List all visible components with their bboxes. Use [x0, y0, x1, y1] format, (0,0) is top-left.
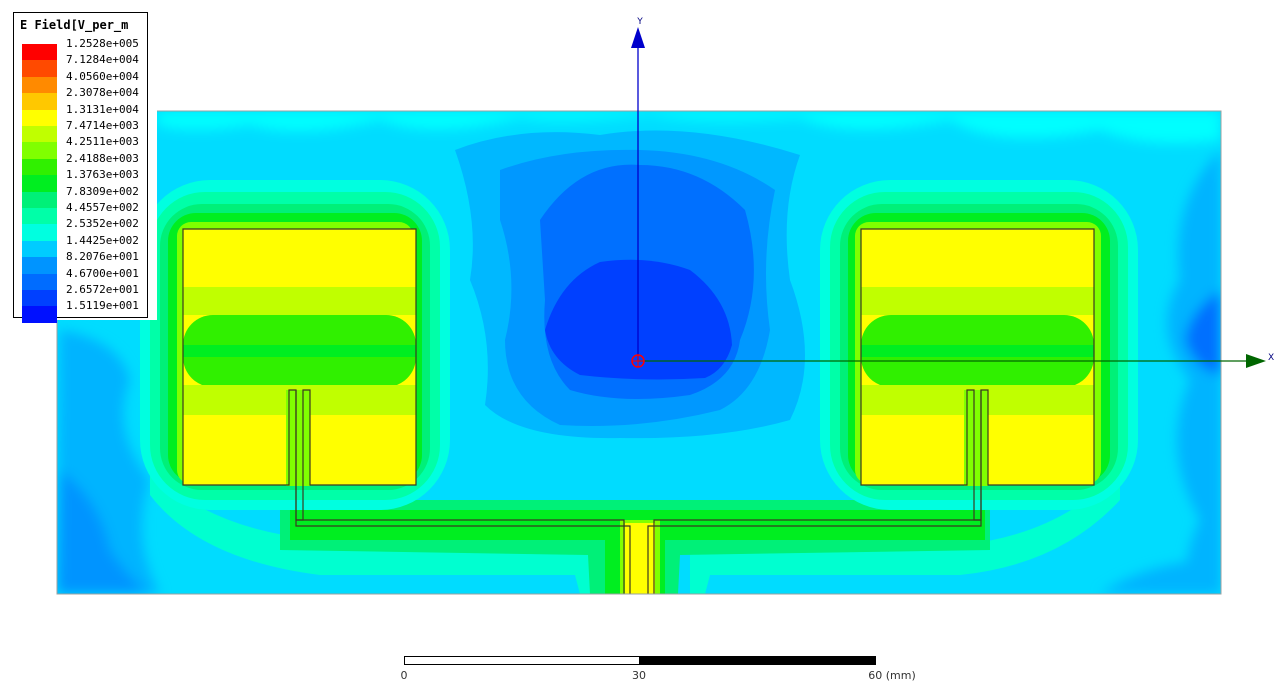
- legend-swatch: [22, 224, 57, 241]
- legend-value: 2.3078e+004: [66, 86, 139, 100]
- legend-value: 4.4557e+002: [66, 201, 139, 214]
- legend-swatch: [22, 273, 57, 290]
- legend-title: E Field[V_per_m: [20, 18, 129, 32]
- legend-swatch: [22, 208, 57, 225]
- antenna-outline: [182, 228, 1095, 594]
- legend-value: 1.2528e+005: [66, 37, 139, 50]
- color-legend: E Field[V_per_m 1.2528e+005 7.1284e+004 4.…: [13, 12, 148, 323]
- scale-segment-black: [640, 656, 876, 665]
- legend-value: 7.4714e+003: [66, 119, 139, 132]
- scale-bar: [404, 656, 876, 665]
- legend-swatch: [22, 191, 57, 208]
- x-axis-arrow-icon: [1246, 354, 1266, 368]
- legend-value: 2.5352e+002: [66, 217, 139, 231]
- legend-swatch: [22, 44, 57, 61]
- legend-value: 1.4425e+002: [66, 233, 139, 247]
- legend-value: 4.6700e+001: [66, 266, 139, 280]
- y-axis-label: Y: [636, 17, 643, 27]
- field-contour-map: [57, 111, 1221, 594]
- legend-swatch: [22, 290, 57, 307]
- legend-value: 4.2511e+003: [66, 135, 139, 149]
- legend-swatch: [22, 60, 57, 77]
- legend-value: 8.2076e+001: [66, 250, 139, 264]
- legend-value: 7.1284e+004: [66, 53, 139, 67]
- scale-tick-60: 60 (mm): [868, 669, 916, 682]
- y-axis-arrow-icon: [631, 27, 645, 48]
- legend-value: 1.3131e+004: [66, 102, 139, 116]
- legend-value: 4.0560e+004: [66, 69, 139, 83]
- coordinate-axes: Y X: [631, 17, 1274, 368]
- legend-swatch: [22, 142, 57, 159]
- legend-swatch: [22, 126, 57, 143]
- legend-swatch: [22, 76, 57, 94]
- x-axis-label: X: [1268, 353, 1274, 363]
- legend-swatch: [22, 158, 57, 176]
- legend-value: 2.6572e+001: [66, 283, 139, 296]
- legend-value: 7.8309e+002: [66, 184, 139, 198]
- legend-swatch: [22, 306, 57, 323]
- scale-tick-0: 0: [400, 669, 408, 682]
- legend-value: 2.4188e+003: [66, 151, 139, 165]
- legend-swatch: [22, 240, 57, 258]
- scale-segment-white: [404, 656, 640, 665]
- legend-swatch: [22, 93, 57, 110]
- scale-tick-30: 30: [632, 669, 646, 682]
- legend-value: 1.5119e+001: [66, 299, 139, 313]
- legend-swatch: [22, 257, 57, 274]
- legend-swatch: [22, 175, 57, 192]
- legend-swatch: [22, 109, 57, 126]
- legend-value: 1.3763e+003: [66, 168, 139, 182]
